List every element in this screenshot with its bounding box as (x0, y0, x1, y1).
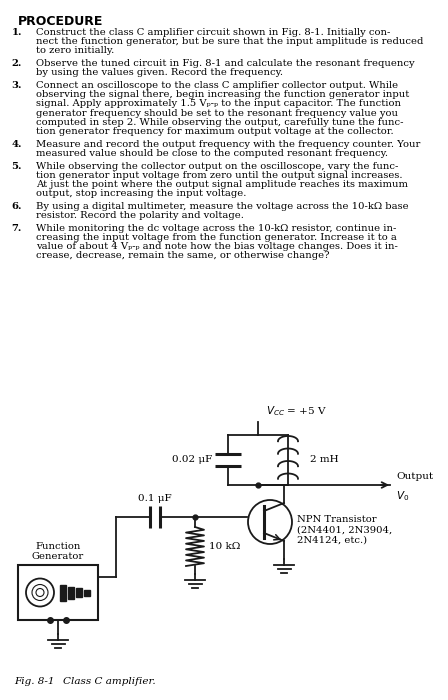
Text: PROCEDURE: PROCEDURE (18, 15, 103, 28)
Bar (18, 565, 98, 620)
Text: While observing the collector output on the oscilloscope, vary the func-: While observing the collector output on … (36, 162, 398, 171)
Text: $V_{CC}$ = +5 V: $V_{CC}$ = +5 V (266, 404, 327, 418)
Bar (76, 588, 82, 597)
Text: By using a digital multimeter, measure the voltage across the 10-kΩ base: By using a digital multimeter, measure t… (36, 202, 409, 211)
Text: 10 kΩ: 10 kΩ (209, 542, 241, 551)
Text: While monitoring the dc voltage across the 10-kΩ resistor, continue in-: While monitoring the dc voltage across t… (36, 224, 396, 233)
Text: output, stop increasing the input voltage.: output, stop increasing the input voltag… (36, 189, 246, 198)
Bar (84, 589, 90, 596)
Text: 1.: 1. (12, 28, 22, 37)
Text: 3.: 3. (12, 81, 22, 90)
Text: nect the function generator, but be sure that the input amplitude is reduced: nect the function generator, but be sure… (36, 37, 423, 46)
Text: Function
Generator: Function Generator (32, 542, 84, 561)
Text: 6.: 6. (12, 202, 22, 211)
Text: Connect an oscilloscope to the class C amplifier collector output. While: Connect an oscilloscope to the class C a… (36, 81, 398, 90)
Text: 0.02 μF: 0.02 μF (172, 456, 212, 465)
Text: resistor. Record the polarity and voltage.: resistor. Record the polarity and voltag… (36, 211, 244, 220)
Text: signal. Apply approximately 1.5 Vₚ-ₚ to the input capacitor. The function: signal. Apply approximately 1.5 Vₚ-ₚ to … (36, 99, 401, 108)
Text: to zero initially.: to zero initially. (36, 46, 114, 55)
Text: At just the point where the output signal amplitude reaches its maximum: At just the point where the output signa… (36, 180, 408, 189)
Text: 2.: 2. (12, 59, 22, 68)
Text: Fig. 8-1  Class C amplifier.: Fig. 8-1 Class C amplifier. (14, 677, 155, 686)
Text: crease, decrease, remain the same, or otherwise change?: crease, decrease, remain the same, or ot… (36, 251, 329, 260)
Text: tion generator frequency for maximum output voltage at the collector.: tion generator frequency for maximum out… (36, 127, 394, 136)
Text: 4.: 4. (12, 140, 22, 148)
Text: measured value should be close to the computed resonant frequency.: measured value should be close to the co… (36, 149, 388, 158)
Text: Measure and record the output frequency with the frequency counter. Your: Measure and record the output frequency … (36, 140, 420, 148)
Text: observing the signal there, begin increasing the function generator input: observing the signal there, begin increa… (36, 90, 409, 99)
Text: tion generator input voltage from zero until the output signal increases.: tion generator input voltage from zero u… (36, 171, 402, 180)
Text: 5.: 5. (12, 162, 22, 171)
Text: by using the values given. Record the frequency.: by using the values given. Record the fr… (36, 69, 283, 77)
Text: 2 mH: 2 mH (310, 456, 339, 465)
Text: $V_0$: $V_0$ (396, 489, 409, 503)
Text: computed in step 2. While observing the output, carefully tune the func-: computed in step 2. While observing the … (36, 118, 404, 127)
Text: 7.: 7. (12, 224, 22, 233)
Text: NPN Transistor
(2N4401, 2N3904,
2N4124, etc.): NPN Transistor (2N4401, 2N3904, 2N4124, … (297, 515, 392, 545)
Bar (68, 587, 74, 598)
Text: value of about 4 Vₚ-ₚ and note how the bias voltage changes. Does it in-: value of about 4 Vₚ-ₚ and note how the b… (36, 242, 398, 251)
Text: 0.1 μF: 0.1 μF (138, 494, 172, 503)
Bar (60, 584, 66, 601)
Text: generator frequency should be set to the resonant frequency value you: generator frequency should be set to the… (36, 108, 398, 118)
Text: creasing the input voltage from the function generator. Increase it to a: creasing the input voltage from the func… (36, 233, 397, 242)
Text: Output: Output (396, 472, 433, 481)
Text: Construct the class C amplifier circuit shown in Fig. 8-1. Initially con-: Construct the class C amplifier circuit … (36, 28, 390, 37)
Text: Observe the tuned circuit in Fig. 8-1 and calculate the resonant frequency: Observe the tuned circuit in Fig. 8-1 an… (36, 59, 415, 68)
